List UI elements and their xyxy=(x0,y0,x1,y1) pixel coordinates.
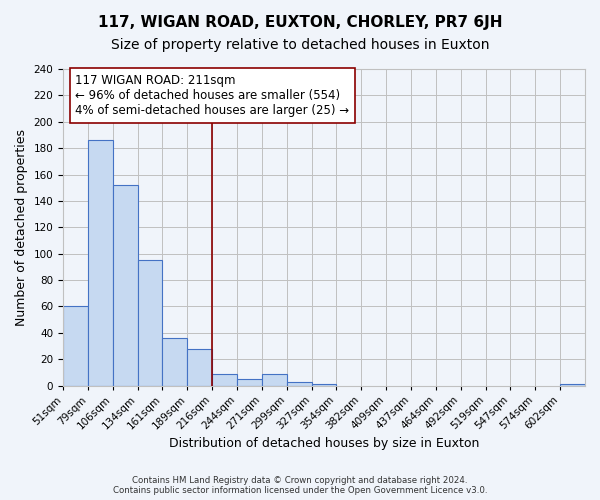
Bar xyxy=(212,374,237,386)
Bar xyxy=(63,306,88,386)
Bar xyxy=(237,379,262,386)
Bar xyxy=(137,260,163,386)
Bar xyxy=(187,348,212,386)
Bar xyxy=(113,185,137,386)
Text: 117 WIGAN ROAD: 211sqm
← 96% of detached houses are smaller (554)
4% of semi-det: 117 WIGAN ROAD: 211sqm ← 96% of detached… xyxy=(76,74,350,118)
Bar xyxy=(262,374,287,386)
Bar xyxy=(560,384,585,386)
Bar xyxy=(287,382,311,386)
Text: 117, WIGAN ROAD, EUXTON, CHORLEY, PR7 6JH: 117, WIGAN ROAD, EUXTON, CHORLEY, PR7 6J… xyxy=(98,15,502,30)
Bar xyxy=(88,140,113,386)
Bar xyxy=(163,338,187,386)
X-axis label: Distribution of detached houses by size in Euxton: Distribution of detached houses by size … xyxy=(169,437,479,450)
Text: Size of property relative to detached houses in Euxton: Size of property relative to detached ho… xyxy=(111,38,489,52)
Bar xyxy=(311,384,337,386)
Text: Contains HM Land Registry data © Crown copyright and database right 2024.
Contai: Contains HM Land Registry data © Crown c… xyxy=(113,476,487,495)
Y-axis label: Number of detached properties: Number of detached properties xyxy=(15,129,28,326)
